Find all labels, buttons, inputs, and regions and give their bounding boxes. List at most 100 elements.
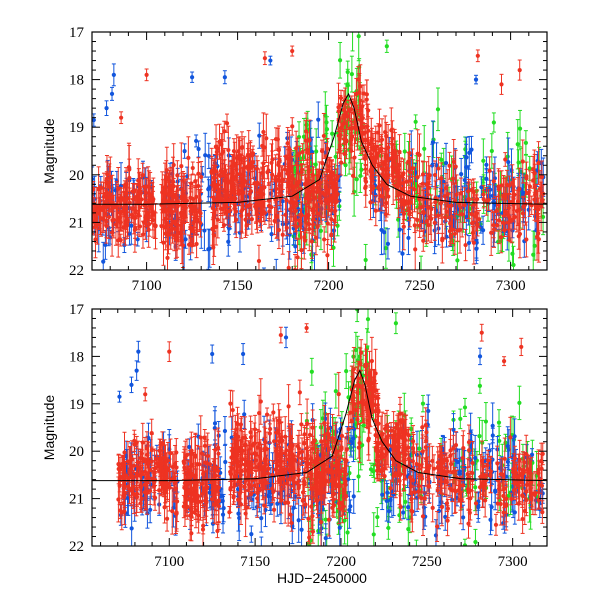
red-data-point (536, 141, 541, 185)
red-data-point (194, 229, 199, 259)
red-data-point (475, 49, 480, 63)
red-data-point (384, 136, 389, 179)
green-data-point (333, 373, 338, 409)
red-data-point (273, 177, 278, 222)
green-data-point (491, 112, 496, 133)
blue-data-point (222, 416, 228, 446)
red-data-point (282, 155, 288, 183)
red-data-point (171, 177, 176, 195)
red-data-point (218, 172, 223, 223)
red-data-point (165, 244, 170, 270)
red-data-point (294, 130, 299, 166)
blue-data-point (274, 258, 279, 270)
blue-data-point (293, 239, 298, 253)
red-data-point (228, 480, 233, 496)
red-data-point (237, 140, 243, 179)
red-data-point (400, 177, 406, 225)
red-data-point (248, 171, 253, 211)
red-data-point (286, 162, 292, 194)
green-data-point (489, 133, 494, 169)
plot-area (92, 32, 547, 270)
red-data-point (224, 168, 229, 219)
red-data-point (450, 215, 455, 245)
x-tick-label: 7100 (154, 554, 184, 570)
red-data-point (396, 162, 401, 210)
green-data-point (349, 55, 354, 93)
red-data-point (517, 59, 522, 81)
red-data-point (516, 188, 522, 231)
red-data-point (113, 203, 119, 246)
top-panel: 7100 7150 7200 7250 7300 17 18 19 20 21 22 Magnitud… (41, 25, 548, 294)
green-data-point (516, 149, 521, 176)
red-data-point (230, 390, 235, 430)
red-data-point (92, 187, 96, 236)
red-data-point (491, 211, 497, 248)
red-data-point (496, 194, 501, 216)
red-data-point (179, 199, 184, 230)
red-data-point (416, 184, 422, 214)
red-data-point (299, 201, 304, 230)
blue-data-point (202, 210, 207, 252)
red-data-point (280, 165, 285, 196)
red-data-point (383, 163, 388, 212)
red-data-point (262, 51, 267, 66)
red-data-point (499, 221, 504, 254)
red-data-point (132, 183, 137, 198)
green-data-point (365, 309, 371, 333)
red-data-point (211, 230, 216, 265)
red-data-point (209, 155, 214, 186)
blue-data-point (316, 101, 321, 138)
green-data-point (309, 357, 314, 386)
green-data-point (420, 394, 426, 413)
red-data-point (140, 162, 145, 188)
red-data-point (366, 103, 371, 118)
red-data-point (466, 178, 471, 220)
green-data-point (505, 131, 510, 182)
y-tick-label: 21 (69, 215, 84, 231)
red-data-point (238, 167, 243, 204)
red-data-point (138, 176, 144, 210)
red-data-point (429, 194, 434, 243)
blue-data-point (222, 70, 227, 85)
red-data-point (232, 184, 237, 217)
y-tick-label: 20 (69, 168, 84, 184)
red-data-point (493, 513, 499, 536)
red-data-point (173, 190, 179, 205)
red-data-point (479, 323, 484, 342)
blue-data-point (430, 120, 436, 165)
red-data-point (290, 117, 295, 136)
blue-data-point (117, 390, 122, 403)
red-data-point (268, 414, 273, 444)
blue-data-point (103, 229, 108, 260)
x-tick-label: 7150 (223, 278, 253, 294)
y-tick-label: 19 (69, 397, 84, 413)
green-data-point (473, 528, 478, 546)
y-tick-label: 18 (69, 349, 84, 365)
red-data-point (162, 174, 167, 210)
red-data-point (318, 181, 323, 223)
red-data-point (327, 188, 332, 213)
blue-data-point (283, 326, 289, 349)
blue-data-point (351, 478, 356, 514)
y-tick-label: 18 (69, 73, 84, 89)
red-data-point (231, 154, 236, 178)
red-data-point (136, 158, 141, 203)
red-data-point (118, 213, 123, 231)
green-data-point (393, 312, 399, 335)
red-data-point (175, 160, 180, 191)
red-data-point (235, 154, 240, 194)
x-tick-label: 7250 (405, 278, 435, 294)
green-data-point (455, 241, 460, 270)
x-tick-label: 7300 (498, 554, 528, 570)
green-data-point (496, 229, 501, 254)
red-data-point (239, 131, 245, 165)
red-data-point (297, 145, 302, 162)
green-data-point (510, 241, 515, 266)
red-data-point (302, 232, 308, 250)
red-data-point (222, 120, 227, 142)
red-data-point (299, 163, 305, 176)
red-data-point (290, 155, 295, 199)
y-tick-label: 22 (69, 539, 84, 555)
green-data-point (422, 125, 427, 173)
red-data-point (249, 203, 254, 235)
